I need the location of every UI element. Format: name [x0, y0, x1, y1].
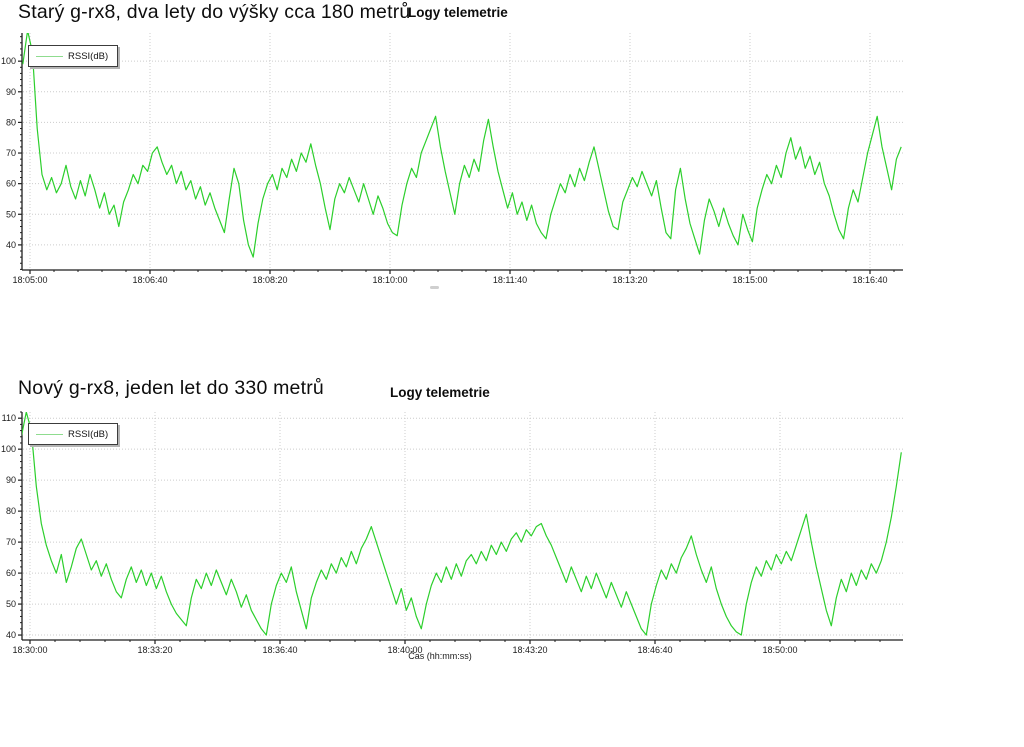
- y-tick-label: 40: [6, 240, 16, 250]
- x-axis-label: Čas (hh:mm:ss): [408, 651, 472, 661]
- y-tick-label: 50: [6, 599, 16, 609]
- x-tick-label: 18:43:20: [512, 645, 547, 655]
- legend-line-sample-icon: [36, 55, 63, 57]
- x-tick-label: 18:08:20: [252, 275, 287, 285]
- legend-label: RSSI(dB): [68, 428, 109, 440]
- x-tick-label: 18:13:20: [612, 275, 647, 285]
- x-tick-label: 18:15:00: [732, 275, 767, 285]
- x-tick-label: 18:06:40: [132, 275, 167, 285]
- y-tick-label: 100: [1, 444, 16, 454]
- x-tick-label: 18:11:40: [493, 275, 527, 285]
- legend-box-old-rx8: RSSI(dB): [28, 45, 118, 67]
- legend-line-sample-icon: [36, 433, 63, 435]
- x-tick-label: 18:46:40: [637, 645, 672, 655]
- x-tick-label: 18:30:00: [12, 645, 47, 655]
- y-tick-label: 60: [6, 568, 16, 578]
- y-tick-label: 110: [2, 413, 16, 423]
- chart-subtitle-new-rx8: Logy telemetrie: [390, 385, 490, 400]
- y-tick-label: 60: [6, 179, 16, 189]
- x-tick-label: 18:10:00: [372, 275, 407, 285]
- y-tick-label: 90: [6, 87, 16, 97]
- legend-label: RSSI(dB): [68, 50, 109, 62]
- x-tick-label: 18:36:40: [262, 645, 297, 655]
- y-tick-label: 40: [6, 630, 16, 640]
- y-tick-label: 70: [6, 148, 16, 158]
- x-tick-label: 18:33:20: [137, 645, 172, 655]
- y-tick-label: 80: [6, 506, 16, 516]
- y-tick-label: 100: [1, 56, 16, 66]
- x-tick-label: 18:50:00: [762, 645, 797, 655]
- y-tick-label: 50: [6, 209, 16, 219]
- y-tick-label: 70: [6, 537, 16, 547]
- chart-title-new-rx8: Nový g-rx8, jeden let do 330 metrů: [18, 377, 324, 399]
- legend-box-new-rx8: RSSI(dB): [28, 423, 118, 445]
- chart-title-old-rx8: Starý g-rx8, dva lety do výšky cca 180 m…: [18, 1, 411, 23]
- rssi-series-line: [22, 33, 902, 258]
- y-tick-label: 90: [6, 475, 16, 485]
- x-tick-label: 18:16:40: [852, 275, 887, 285]
- x-tick-label: 18:05:00: [12, 275, 47, 285]
- axis-artifact: [430, 286, 439, 289]
- y-tick-label: 80: [6, 117, 16, 127]
- rssi-series-line: [22, 412, 902, 636]
- chart-subtitle-old-rx8: Logy telemetrie: [408, 5, 508, 20]
- x-tick-label: 18:40:00: [387, 645, 422, 655]
